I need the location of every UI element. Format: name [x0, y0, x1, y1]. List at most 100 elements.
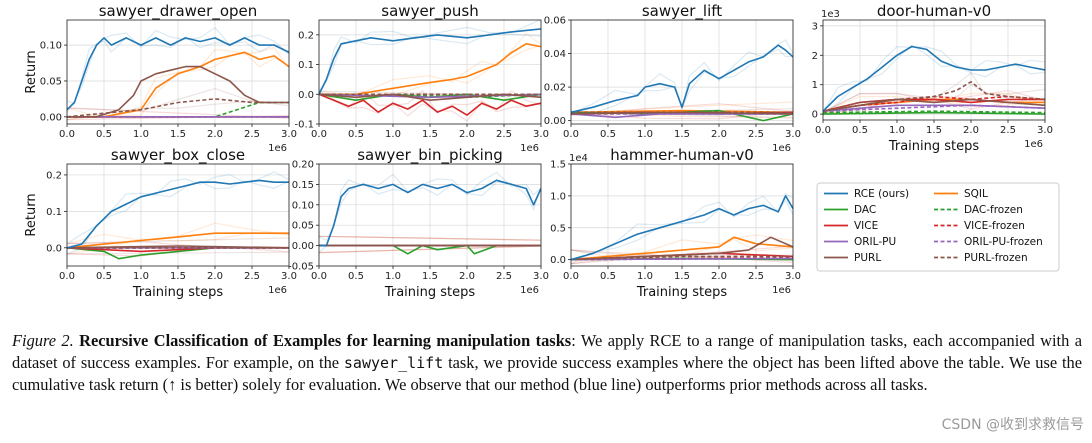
legend-label-purl-frozen: PURL-frozen [964, 252, 1028, 264]
x-tick-label: 2.0 [459, 129, 475, 140]
x-tick-label: 2.5 [496, 129, 512, 140]
y-tick-label: 0.10 [40, 41, 62, 52]
series-group [571, 192, 793, 265]
seed-line-rce-ours [319, 181, 541, 254]
x-axis-multiplier: 1e6 [520, 285, 539, 296]
series-line-purl [67, 65, 289, 118]
series-line-oril-pu [319, 93, 541, 99]
seed-line-rce-ours [67, 36, 289, 113]
y-tick-label: 0.0 [550, 255, 566, 266]
y-tick-label: 0.04 [544, 49, 566, 60]
series-line-oril-pu [571, 113, 793, 119]
x-tick-label: 1.5 [170, 129, 186, 140]
series-group [67, 27, 289, 121]
y-tick-label: 0.1 [298, 60, 314, 71]
series-line-dac [319, 244, 541, 255]
panel-title: sawyer_bin_picking [357, 146, 503, 165]
caption-label: Figure 2. [12, 331, 74, 350]
legend-label-vice-frozen: VICE-frozen [964, 220, 1025, 232]
seed-line-vice [823, 90, 1045, 113]
legend-label-dac: DAC [854, 204, 876, 216]
seed-line-purl-frozen [319, 245, 541, 254]
x-tick-label: 0.0 [311, 129, 327, 140]
x-axis-label: Training steps [636, 285, 728, 300]
y-axis-multiplier: 1e3 [821, 9, 840, 20]
seed-line-sqil [67, 52, 289, 121]
x-axis-label: Training steps [888, 139, 980, 154]
y-tick-label: 0.05 [40, 76, 62, 87]
y-tick-label: 0.02 [544, 83, 566, 94]
legend: RCE (ours) SQIL DAC DAC-frozen VICE VICE-froz… [816, 182, 1060, 272]
x-axis-label: Training steps [132, 285, 224, 300]
seed-line-vice [319, 245, 541, 254]
x-tick-label: 2.5 [244, 129, 260, 140]
seed-line-sqil [319, 32, 541, 97]
series-line-oril-pu-frozen [823, 104, 1045, 112]
seed-line-vice [571, 110, 793, 120]
y-tick-label: 0 [812, 110, 818, 121]
seed-line-purl-frozen [319, 235, 541, 241]
seed-line-vice [319, 235, 541, 241]
chart-sawyer-bin-picking: sawyer_bin_picking 0.0 0.5 1.0 1.5 2.0 2.5 3.0 -… [288, 146, 549, 300]
x-tick-label: 2.0 [207, 129, 223, 140]
x-axis-multiplier: 1e6 [772, 143, 791, 154]
panel-title: sawyer_box_close [111, 146, 245, 165]
x-tick-label: 2.5 [1000, 125, 1016, 136]
seed-line-purl-frozen [823, 84, 1045, 114]
seed-line-rce-ours [67, 180, 289, 255]
x-tick-label: 0.5 [96, 271, 112, 282]
seed-line-sqil [319, 245, 541, 254]
series-line-dac [823, 111, 1045, 115]
x-tick-label: 0.5 [600, 271, 616, 282]
series-group [823, 44, 1045, 115]
y-tick-label: 0.00 [544, 116, 566, 127]
x-tick-label: 0.5 [96, 129, 112, 140]
legend-label-vice: VICE [854, 220, 878, 232]
x-tick-label: 0.0 [815, 125, 831, 136]
legend-label-oril-pu: ORIL-PU [854, 236, 896, 248]
x-tick-label: 1.0 [637, 271, 653, 282]
x-tick-label: 2.5 [244, 271, 260, 282]
figure-caption: Figure 2. Recursive Classification of Ex… [12, 330, 1082, 396]
x-tick-label: 1.5 [422, 271, 438, 282]
chart-hammer-human-v0: hammer-human-v0 0.0 0.5 1.0 1.5 2.0 2.5 3.0 0.0 0… [550, 146, 801, 300]
legend-label-purl: PURL [854, 252, 881, 264]
x-tick-label: 2.0 [459, 271, 475, 282]
x-tick-label: 0.5 [852, 125, 868, 136]
caption-bold-title: Recursive Classification of Examples for… [79, 331, 572, 350]
y-tick-label: 0.00 [40, 112, 62, 123]
x-tick-label: 2.0 [711, 271, 727, 282]
x-tick-label: 3.0 [533, 129, 549, 140]
series-line-sqil [67, 232, 289, 249]
x-tick-label: 1.5 [926, 125, 942, 136]
series-line-rce-ours [319, 28, 541, 95]
series-line-rce-ours [571, 44, 793, 114]
x-tick-label: 3.0 [533, 271, 549, 282]
y-axis-label: Return [24, 193, 39, 236]
series-line-purl-frozen [67, 98, 289, 118]
series-line-vice [823, 98, 1045, 112]
y-tick-label: -0.1 [294, 120, 314, 131]
seed-line-sqil [823, 92, 1045, 113]
x-tick-label: 0.0 [311, 271, 327, 282]
x-tick-label: 0.0 [563, 271, 579, 282]
y-tick-label: 2 [812, 51, 818, 62]
panel-title: sawyer_drawer_open [99, 2, 258, 21]
series-line-dac-frozen [823, 110, 1045, 114]
series-group [319, 20, 541, 122]
series-line-sqil [571, 236, 793, 261]
x-tick-label: 3.0 [785, 271, 801, 282]
caption-text-1: : We apply RCE to a range of manipulatio… [12, 331, 1082, 372]
legend-label-sqil: SQIL [964, 188, 988, 200]
series-line-purl-frozen [571, 255, 793, 261]
y-axis-multiplier: 1e4 [569, 153, 588, 164]
y-tick-label: 0.5 [550, 223, 566, 234]
x-tick-label: 1.5 [674, 129, 690, 140]
y-tick-label: 0.20 [292, 160, 314, 171]
x-tick-label: 1.5 [422, 129, 438, 140]
x-tick-label: 0.5 [348, 271, 364, 282]
y-tick-label: 0.10 [292, 200, 314, 211]
seed-line-vice [319, 92, 541, 122]
